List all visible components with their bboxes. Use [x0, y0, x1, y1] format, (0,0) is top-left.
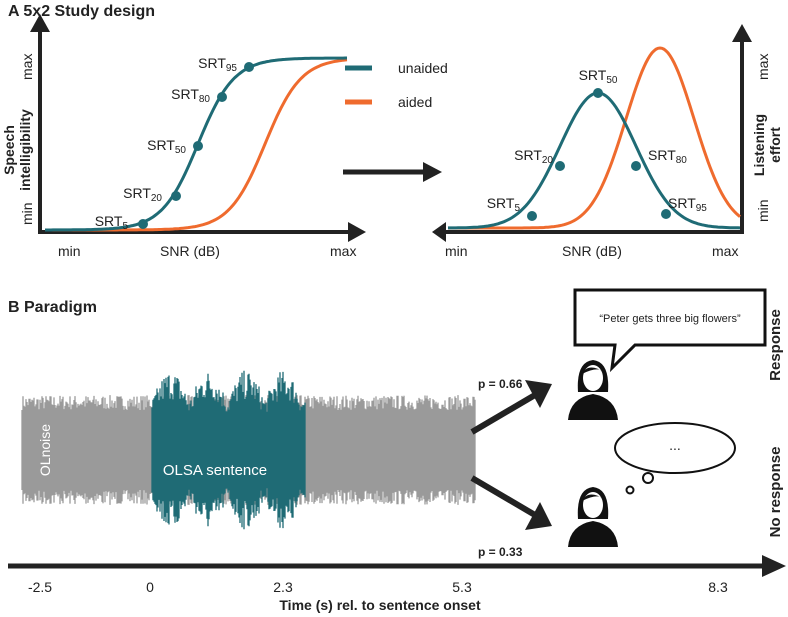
y-label: Listening	[751, 114, 767, 176]
person-fringe	[582, 367, 604, 374]
left-axes	[30, 14, 366, 242]
legend-label: aided	[398, 94, 432, 110]
point-label: SRT50	[579, 67, 618, 86]
point-label: SRT5	[487, 195, 521, 214]
point-label: SRT5	[95, 213, 129, 232]
point-label: SRT80	[648, 147, 687, 166]
srt-point	[171, 191, 181, 201]
person-fringe	[582, 494, 604, 501]
srt-point	[138, 219, 148, 229]
point-label: SRT20	[514, 147, 553, 166]
arrow-head	[525, 502, 552, 530]
point-label: SRT20	[123, 185, 162, 204]
x-label: SNR (dB)	[562, 243, 622, 259]
no-response-label: No response	[767, 447, 784, 538]
speech-bubble	[573, 288, 767, 373]
time-tick-label: 0	[146, 579, 154, 595]
person-body	[568, 521, 618, 547]
point-label: SRT95	[668, 195, 707, 214]
person-body	[568, 394, 618, 420]
x-min: min	[58, 243, 81, 259]
person-icon	[568, 360, 618, 420]
srt-point	[217, 92, 227, 102]
time-tick-label: 8.3	[708, 579, 728, 595]
panel-b-title: B Paradigm	[8, 299, 97, 316]
y-label: Speech	[1, 125, 17, 175]
legend-label: unaided	[398, 60, 448, 76]
srt-point	[631, 161, 641, 171]
response-label: Response	[767, 309, 784, 381]
p-response: p = 0.66	[478, 377, 523, 391]
waveform	[21, 370, 476, 530]
panel-a-title: A 5x2 Study design	[8, 3, 155, 20]
right-axes	[432, 24, 752, 242]
srt-point	[193, 141, 203, 151]
person-face	[583, 365, 603, 391]
point-label: SRT80	[171, 86, 210, 105]
transition-arrow-head	[423, 162, 442, 182]
y-max: max	[19, 54, 35, 80]
srt-point	[527, 211, 537, 221]
time-tick-label: -2.5	[28, 579, 52, 595]
aided-curve	[448, 46, 741, 230]
person-face	[583, 492, 603, 518]
thought-cloud	[614, 422, 736, 495]
srt-point	[555, 161, 565, 171]
speech-text: “Peter gets three big flowers”	[599, 313, 741, 325]
y-min: min	[19, 202, 35, 225]
time-tick-label: 2.3	[273, 579, 293, 595]
time-label: Time (s) rel. to sentence onset	[279, 597, 481, 613]
sentence-label: OLSA sentence	[163, 462, 267, 479]
speech-wave	[151, 370, 306, 530]
arrow-response	[470, 392, 537, 435]
x-min: min	[445, 243, 468, 259]
y-label: effort	[767, 127, 783, 163]
noise-label: OLnoise	[37, 424, 53, 476]
x-max: max	[712, 243, 738, 259]
arrow-no-response	[470, 475, 537, 518]
y-label: intelligibility	[17, 109, 33, 191]
y-min: min	[755, 199, 771, 222]
srt-point	[661, 209, 671, 219]
srt-point	[593, 88, 603, 98]
timeline-head	[762, 555, 786, 577]
point-label: SRT95	[198, 55, 237, 74]
person-icon	[568, 487, 618, 547]
point-label: SRT50	[147, 137, 186, 156]
thought-text: ...	[669, 437, 681, 453]
y-max: max	[755, 54, 771, 80]
srt-point	[244, 62, 254, 72]
p-no-response: p = 0.33	[478, 545, 523, 559]
x-label: SNR (dB)	[160, 243, 220, 259]
arrow-head	[525, 380, 552, 408]
time-tick-label: 5.3	[452, 579, 472, 595]
x-max: max	[330, 243, 356, 259]
